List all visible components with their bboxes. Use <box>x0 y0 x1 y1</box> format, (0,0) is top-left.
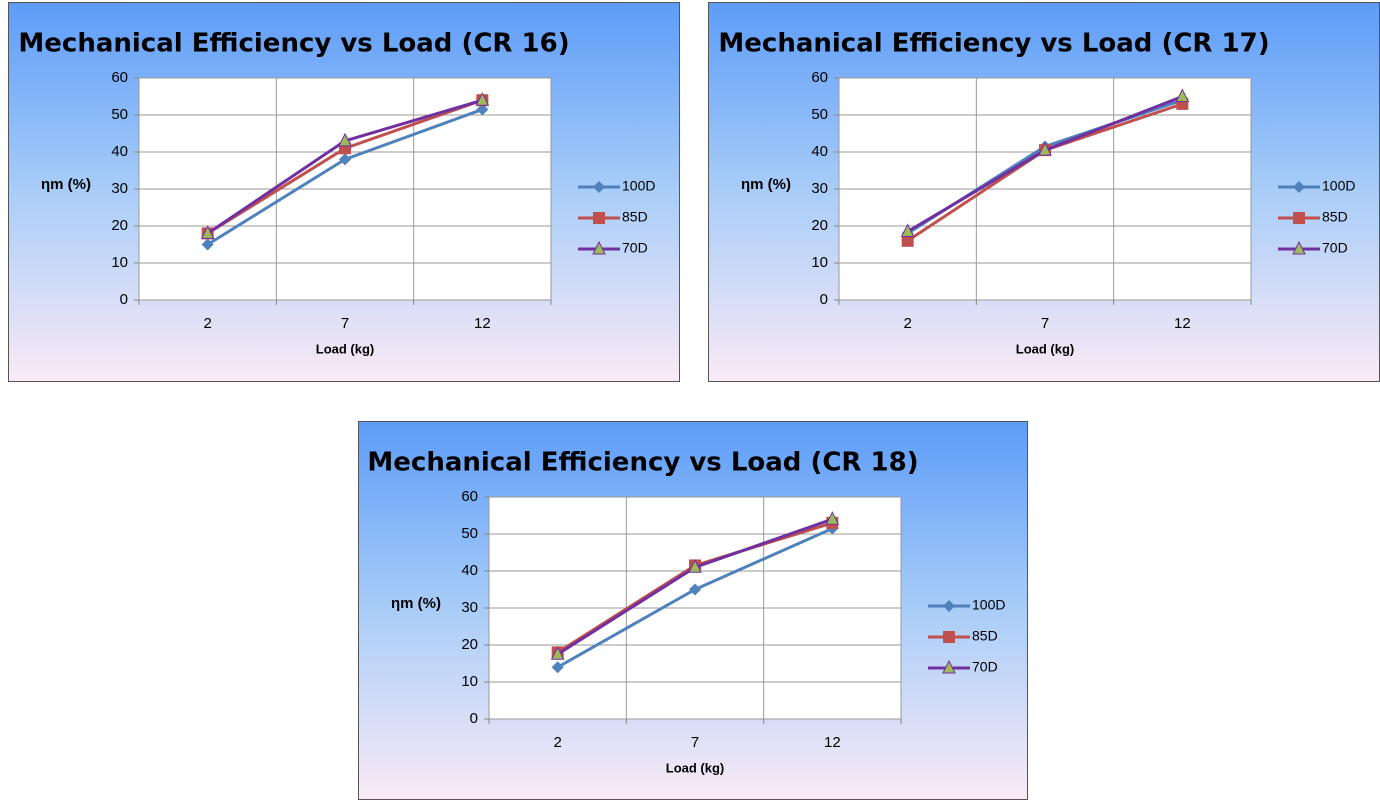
y-tick-label: 30 <box>461 599 478 616</box>
marker <box>1038 142 1052 156</box>
marker <box>825 511 840 525</box>
x-tick-label: 12 <box>474 315 491 332</box>
legend-label: 100D <box>1322 178 1355 194</box>
marker <box>592 240 606 255</box>
marker <box>688 559 702 573</box>
legend-label: 70D <box>972 659 998 675</box>
marker <box>943 631 955 643</box>
y-tick-label: 0 <box>120 291 128 308</box>
chart: Mechanical Efficiency vs Load (CR 18) 0 10… <box>358 421 1028 800</box>
marker <box>476 103 489 116</box>
y-tick-label: 20 <box>811 217 828 234</box>
x-tick-label: 2 <box>553 734 561 751</box>
y-tick-label: 40 <box>111 143 128 160</box>
marker <box>551 661 564 674</box>
y-tick-label: 10 <box>461 673 478 690</box>
legend-label: 70D <box>622 240 648 256</box>
marker <box>1292 240 1306 255</box>
marker <box>901 234 914 247</box>
x-tick-label: 7 <box>341 315 349 332</box>
y-axis-label: ηm (%) <box>41 176 91 193</box>
y-tick-label: 10 <box>111 254 128 271</box>
x-axis-label: Load (kg) <box>1016 341 1075 356</box>
marker <box>339 153 351 166</box>
marker <box>338 132 352 147</box>
y-tick-label: 50 <box>461 525 478 542</box>
x-axis-label: Load (kg) <box>316 341 375 356</box>
chart: Mechanical Efficiency vs Load (CR 17) 0 10… <box>708 2 1380 382</box>
y-tick-label: 20 <box>461 636 478 653</box>
chart: Mechanical Efficiency vs Load (CR 16) 0 10… <box>8 2 680 382</box>
marker <box>593 212 605 224</box>
y-tick-label: 60 <box>111 69 128 86</box>
marker <box>943 600 955 612</box>
marker <box>593 181 605 193</box>
y-tick-label: 30 <box>811 180 828 197</box>
x-tick-label: 2 <box>903 315 911 332</box>
y-tick-label: 10 <box>811 254 828 271</box>
x-tick-label: 12 <box>824 734 841 751</box>
y-tick-label: 0 <box>820 291 828 308</box>
y-tick-label: 50 <box>811 106 828 123</box>
y-axis-label: ηm (%) <box>741 176 791 193</box>
legend-label: 85D <box>972 628 998 644</box>
marker <box>1175 88 1190 102</box>
marker <box>689 583 701 596</box>
marker <box>1293 181 1305 193</box>
y-tick-label: 60 <box>461 488 478 505</box>
y-tick-label: 50 <box>111 106 128 123</box>
y-tick-label: 40 <box>811 143 828 160</box>
chart-title: Mechanical Efficiency vs Load (CR 18) <box>367 448 918 478</box>
y-tick-label: 30 <box>111 180 128 197</box>
y-tick-label: 20 <box>111 217 128 234</box>
legend-label: 70D <box>1322 240 1348 256</box>
y-axis-label: ηm (%) <box>391 595 441 612</box>
legend-label: 100D <box>622 178 655 194</box>
marker <box>900 223 915 238</box>
x-axis-label: Load (kg) <box>666 760 725 775</box>
x-tick-label: 7 <box>1041 315 1049 332</box>
x-tick-label: 7 <box>691 734 699 751</box>
chart-title: Mechanical Efficiency vs Load (CR 16) <box>18 29 569 59</box>
legend-label: 85D <box>622 209 648 225</box>
x-tick-label: 2 <box>203 315 211 332</box>
y-tick-label: 0 <box>470 710 478 727</box>
marker <box>201 238 214 251</box>
chart-title: Mechanical Efficiency vs Load (CR 17) <box>718 29 1269 59</box>
y-tick-label: 40 <box>461 562 478 579</box>
marker <box>550 646 565 660</box>
legend-label: 85D <box>1322 209 1348 225</box>
y-tick-label: 60 <box>811 69 828 86</box>
marker <box>1293 212 1305 224</box>
marker <box>475 92 490 106</box>
legend-label: 100D <box>972 597 1005 613</box>
marker <box>200 225 215 239</box>
marker <box>942 659 956 674</box>
x-tick-label: 12 <box>1174 315 1191 332</box>
